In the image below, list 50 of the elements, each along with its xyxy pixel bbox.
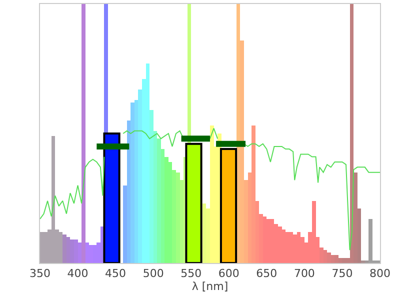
bar [180, 180, 184, 263]
x-tick-label: 800 [370, 267, 390, 280]
bar [92, 244, 97, 263]
x-tick-label: 500 [142, 267, 164, 280]
bar [160, 149, 165, 263]
x-tick-label: 650 [256, 267, 278, 280]
bar [289, 232, 294, 263]
bar [334, 255, 338, 263]
bar [126, 120, 131, 263]
x-axis-title: λ [nm] [192, 280, 228, 294]
bar [58, 232, 63, 263]
bar [146, 64, 150, 263]
bar [78, 242, 82, 263]
bar [270, 218, 274, 263]
bar [44, 232, 48, 263]
bar [62, 234, 66, 263]
bar [40, 232, 44, 263]
bar [176, 172, 180, 263]
x-tick-label: 750 [332, 267, 353, 280]
x-tick-label: 600 [218, 267, 240, 280]
bar [82, 4, 86, 263]
x-tick-label: 550 [180, 267, 202, 280]
bar [202, 203, 206, 263]
bar [330, 255, 335, 263]
bar [134, 100, 138, 263]
bar [153, 130, 158, 263]
bar [262, 216, 267, 263]
bar [172, 170, 176, 263]
bar [157, 138, 161, 263]
bar [150, 110, 154, 263]
bar [123, 185, 127, 263]
bar [252, 126, 256, 263]
x-tick-label: 350 [30, 267, 50, 280]
bar [323, 250, 328, 263]
bar [282, 229, 286, 263]
bar [368, 218, 372, 263]
bar [320, 247, 324, 263]
bar [66, 237, 70, 263]
bar [338, 258, 342, 263]
bar [327, 252, 331, 263]
bar [130, 102, 134, 263]
bar [361, 260, 365, 263]
bar [210, 126, 214, 263]
bar [296, 232, 301, 263]
bar [312, 200, 316, 263]
x-tick-label: 400 [67, 267, 88, 280]
bar [376, 260, 380, 263]
x-tick-label: 700 [294, 267, 315, 280]
bar [85, 242, 90, 263]
x-tick-label: 450 [105, 267, 126, 280]
